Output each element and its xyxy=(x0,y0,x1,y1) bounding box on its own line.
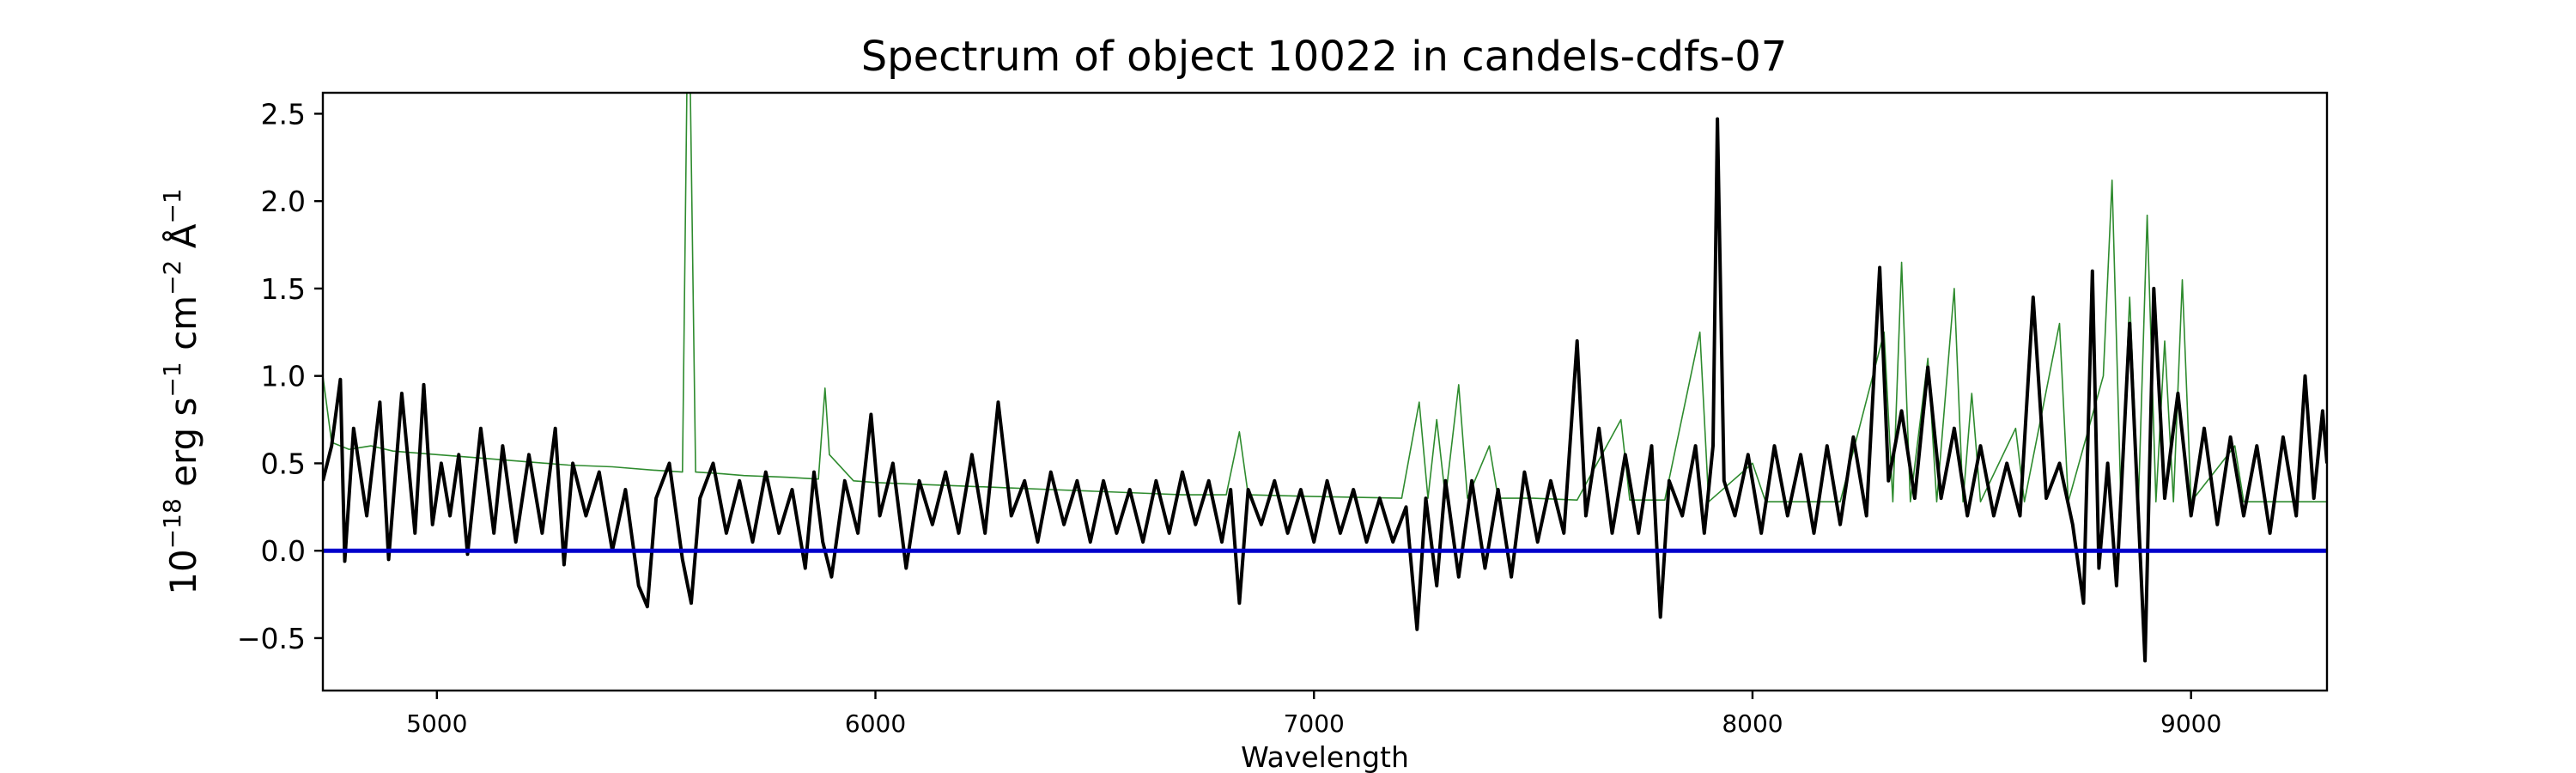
y-tick-label: 1.5 xyxy=(261,272,306,306)
chart-title: Spectrum of object 10022 in candels-cdfs… xyxy=(861,33,1788,81)
series-line-model xyxy=(323,93,2327,502)
ylabel-base: 10 xyxy=(162,549,204,594)
x-tick-label: 6000 xyxy=(845,709,906,738)
plot-background xyxy=(323,93,2327,691)
y-tick-label: 0.5 xyxy=(261,447,306,480)
x-tick-label: 7000 xyxy=(1284,709,1345,738)
series-line-observed xyxy=(323,117,2327,663)
x-tick-label: 8000 xyxy=(1722,709,1783,738)
ylabel-exp-power: −18 xyxy=(158,498,186,549)
ylabel-exp-cm: −2 xyxy=(158,260,186,295)
plot-area xyxy=(321,91,2329,692)
y-tick-label: −0.5 xyxy=(237,622,306,655)
series-layer xyxy=(323,93,2327,663)
y-tick-label: 2.5 xyxy=(261,97,306,131)
x-tick-label: 5000 xyxy=(406,709,467,738)
x-tick-label: 9000 xyxy=(2160,709,2221,738)
ylabel-exp-angstrom: −1 xyxy=(158,188,186,223)
y-axis: −0.5 0.0 0.5 1.0 1.5 2.0 2.5 xyxy=(237,97,323,655)
ylabel-exp-s: −1 xyxy=(158,362,186,397)
x-axis: 5000 6000 7000 8000 9000 xyxy=(406,691,2221,738)
y-tick-label: 2.0 xyxy=(261,185,306,218)
ylabel-cm: cm xyxy=(162,295,204,362)
ylabel-erg: erg s xyxy=(162,398,204,499)
y-tick-label: 1.0 xyxy=(261,360,306,393)
plot-frame xyxy=(321,91,2329,692)
y-tick-label: 0.0 xyxy=(261,534,306,568)
ylabel-angstrom: Å xyxy=(161,223,204,259)
x-axis-label: Wavelength xyxy=(1241,740,1409,773)
y-axis-label: 10−18 erg s−1 cm−2 Å−1 xyxy=(158,188,204,594)
